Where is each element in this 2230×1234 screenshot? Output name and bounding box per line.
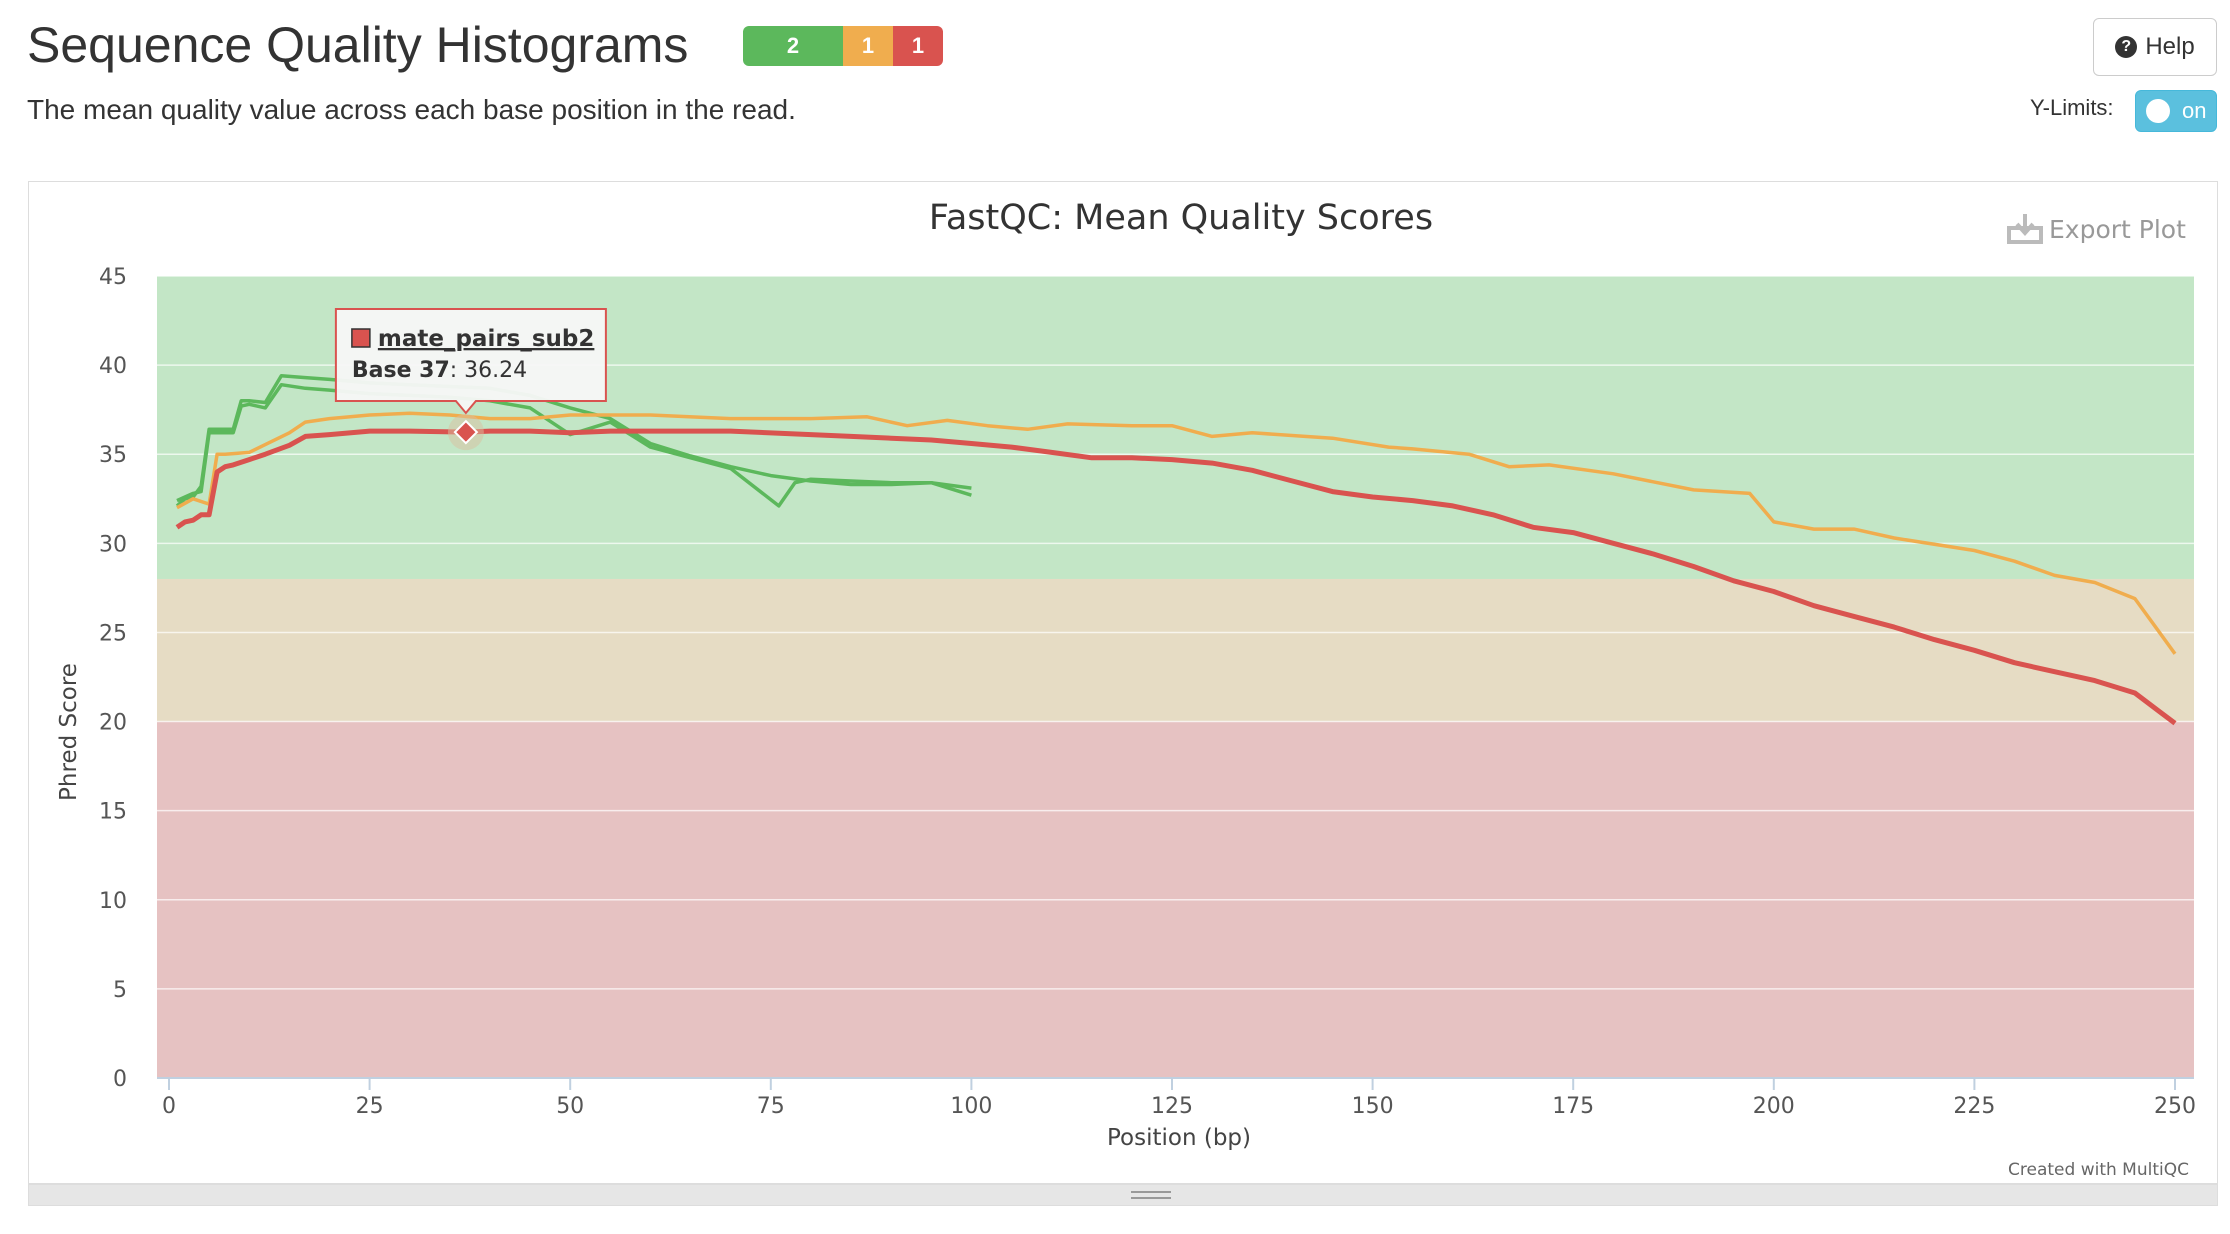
y-tick-label: 40 — [99, 354, 127, 379]
section-description: The mean quality value across each base … — [27, 94, 796, 125]
ylimits-label: Y-Limits: — [2030, 95, 2114, 120]
help-button[interactable]: ? Help — [2093, 18, 2217, 76]
question-circle-icon: ? — [2115, 36, 2138, 58]
x-tick-label: 125 — [1151, 1094, 1193, 1119]
status-warn-count[interactable]: 1 — [843, 26, 893, 66]
x-tick-label: 100 — [950, 1094, 992, 1119]
tooltip-box — [334, 308, 607, 415]
y-tick-label: 5 — [113, 978, 127, 1003]
hovered-point-marker[interactable] — [453, 419, 479, 445]
toggle-knob — [2146, 99, 2170, 123]
series-line-warn_sample[interactable] — [176, 411, 2177, 655]
plot-container: 0 5 10 15 20 25 30 35 40 45 0 25 50 75 100 125 150 175 200… — [28, 181, 2218, 1184]
y-tick-label: 30 — [99, 532, 127, 557]
x-tick-label: 150 — [1352, 1094, 1394, 1119]
tooltip-sample-name: mate_pairs_sub2 — [378, 326, 595, 352]
x-tick-label: 175 — [1552, 1094, 1594, 1119]
help-button-label: Help — [2145, 33, 2195, 60]
x-tick-label: 0 — [162, 1094, 176, 1119]
y-tick-label: 45 — [99, 265, 127, 290]
y-tick-label: 35 — [99, 443, 127, 468]
status-fail-count[interactable]: 1 — [893, 26, 943, 66]
ylimits-toggle[interactable]: on — [2135, 90, 2217, 132]
status-pass-count[interactable]: 2 — [743, 26, 843, 66]
quality-zone-band — [157, 578, 2194, 722]
credit-text: Created with MultiQC — [2008, 1160, 2189, 1180]
x-tick-label: 225 — [1953, 1094, 1995, 1119]
chart-title: FastQC: Mean Quality Scores — [929, 198, 1433, 238]
x-tick-label: 50 — [556, 1094, 584, 1119]
x-tick-label: 200 — [1753, 1094, 1795, 1119]
x-tick-label: 25 — [356, 1094, 384, 1119]
y-tick-label: 10 — [99, 889, 127, 914]
series-line-mate_pairs_sub2[interactable] — [175, 428, 2177, 726]
x-tick-label: 250 — [2154, 1094, 2196, 1119]
x-axis-title: Position (bp) — [1107, 1125, 1251, 1151]
x-tick-label: 75 — [757, 1094, 785, 1119]
export-plot-label: Export Plot — [2049, 215, 2186, 244]
tooltip-value-line: Base 37: 36.24 — [352, 358, 527, 383]
quality-line-chart: 0 5 10 15 20 25 30 35 40 45 0 25 50 75 100 125 150 175 200… — [56, 198, 2196, 1180]
y-tick-label: 25 — [99, 621, 127, 646]
page-title: Sequence Quality Histograms — [27, 17, 689, 73]
ylimits-toggle-label: on — [2182, 98, 2207, 123]
y-tick-label: 0 — [113, 1067, 127, 1092]
tooltip-series-swatch — [351, 328, 371, 348]
download-icon — [2007, 214, 2043, 244]
plot-resize-handle[interactable] — [28, 1184, 2218, 1206]
y-tick-label: 20 — [99, 711, 127, 736]
drag-grip-icon — [1131, 1191, 1171, 1199]
y-axis-title: Phred Score — [56, 663, 82, 801]
export-plot-button[interactable]: Export Plot — [2007, 214, 2186, 244]
y-tick-label: 15 — [99, 800, 127, 825]
status-bar[interactable]: 2 1 1 — [743, 26, 943, 66]
